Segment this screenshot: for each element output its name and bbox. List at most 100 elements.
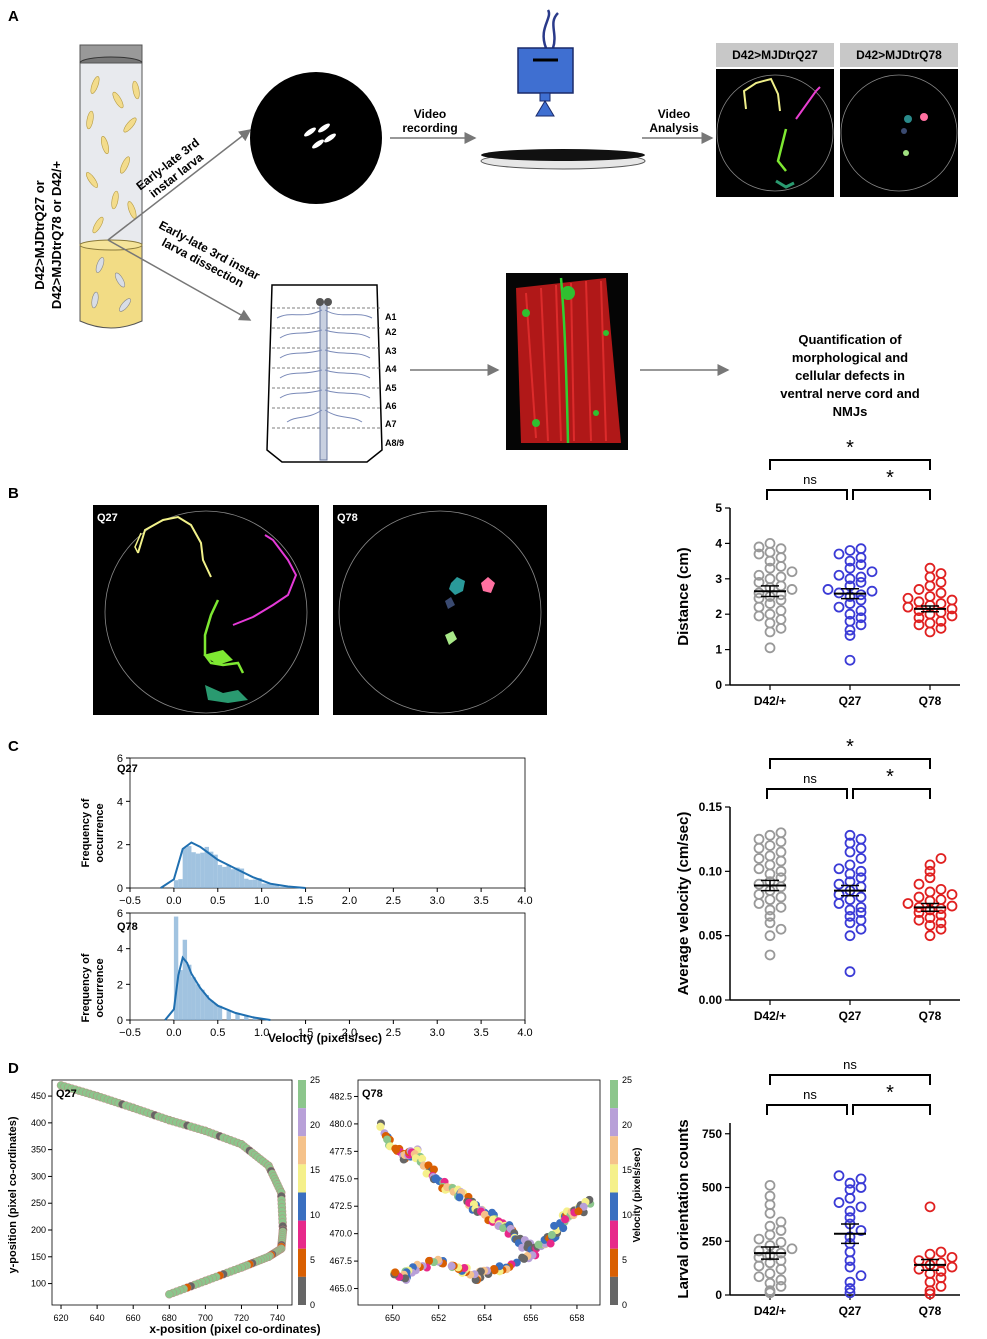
hist-bar: [235, 1013, 240, 1020]
data-point: [924, 930, 936, 942]
scatter-y-tick-label: 482.5: [329, 1091, 352, 1101]
data-point: [786, 566, 798, 578]
hist-bar: [200, 852, 205, 888]
scatter-x-tick-label: 620: [54, 1313, 69, 1323]
data-point: [855, 612, 867, 624]
data-point: [946, 594, 958, 606]
panel-label-a: A: [8, 8, 19, 25]
data-point: [844, 562, 856, 574]
scatter-x-tick-label: 652: [431, 1313, 446, 1323]
position-scatter-plots: 620 640 660 680 700 720 7401001502002503003504…: [7, 1075, 643, 1336]
data-point: [935, 622, 947, 634]
x-tick-label: Q27: [839, 1304, 862, 1318]
colorbar-segment: [610, 1108, 618, 1137]
quantification-text: Quantification of morphological and cell…: [780, 332, 919, 419]
colorbar-tick-label: 15: [310, 1165, 320, 1175]
scatter-q78-label: Q78: [362, 1088, 383, 1100]
data-point: [764, 829, 776, 841]
hist-bar: [182, 847, 188, 888]
video-recording-label-1: Video: [414, 107, 446, 121]
segment-a8-9: A8/9: [385, 438, 404, 448]
hist-bar: [191, 977, 196, 1020]
data-point: [764, 608, 776, 620]
data-point: [844, 1246, 856, 1258]
significance-bracket: [766, 1104, 848, 1115]
data-point: [775, 1225, 787, 1236]
significance-label: ns: [803, 771, 817, 786]
quant-line-2: morphological and: [792, 350, 908, 365]
significance-label: *: [886, 1082, 894, 1104]
data-point: [775, 1216, 787, 1228]
hist-ylabel-bottom-2: occurrence: [94, 958, 106, 1017]
data-point: [764, 642, 776, 654]
data-point: [935, 923, 947, 935]
hist-q27-label: Q27: [117, 763, 138, 775]
data-point: [822, 584, 834, 595]
hist-ylabel-top-1: Frequency of: [80, 798, 92, 867]
trajectory-point: [424, 1161, 433, 1170]
panel-label-b: B: [8, 485, 19, 502]
scatter-y-tick-label: 465.0: [329, 1284, 352, 1294]
larva-dissection-diagram: A1 A2 A3 A4 A5 A6 A7 A8/9: [266, 284, 404, 463]
video-recording-label-2: recording: [402, 121, 457, 135]
data-point: [935, 1265, 947, 1277]
scatter-ylabel: y-position (pixel co-ordinates): [7, 1116, 19, 1273]
data-point: [913, 891, 925, 903]
data-point: [753, 863, 765, 875]
data-point: [913, 596, 925, 608]
data-point: [833, 863, 845, 875]
colorbar-tick-label: 20: [310, 1120, 320, 1130]
data-point: [855, 576, 867, 588]
data-point: [833, 1170, 845, 1182]
data-point: [775, 865, 787, 877]
hist-bar: [230, 869, 236, 888]
data-point: [775, 1280, 787, 1292]
x-tick-label: Q78: [919, 694, 942, 708]
y-tick-label: 2: [715, 607, 722, 621]
scatter-y-tick-label: 472.5: [329, 1201, 352, 1211]
data-point: [775, 1263, 787, 1275]
data-point: [855, 559, 867, 571]
data-point: [902, 898, 914, 909]
y-tick-label: 1: [715, 643, 722, 657]
data-point: [775, 552, 787, 563]
data-point: [924, 1248, 936, 1260]
significance-label: *: [846, 736, 854, 758]
colorbar-segment: [610, 1080, 618, 1109]
hist-bar: [182, 939, 188, 1020]
segment-a3: A3: [385, 346, 397, 356]
data-point: [855, 1182, 867, 1193]
trajectory-point: [546, 1239, 555, 1248]
data-point: [753, 601, 765, 613]
data-point: [775, 846, 787, 858]
y-tick-label: 4: [715, 536, 722, 550]
colorbar-tick-label: 25: [310, 1075, 320, 1085]
x-tick-label: Q27: [839, 1009, 862, 1023]
hist-x-tick-label: 0.5: [210, 1027, 225, 1039]
hist-bar: [173, 916, 179, 1020]
hist-y-tick-label: 2: [117, 979, 123, 991]
data-point: [913, 612, 925, 624]
y-tick-label: 250: [702, 1234, 722, 1248]
data-point: [764, 949, 776, 961]
data-point: [764, 917, 776, 929]
data-point: [753, 569, 765, 581]
scatter-x-tick-label: 720: [234, 1313, 249, 1323]
y-axis-label: Average velocity (cm/sec): [675, 812, 692, 996]
data-point: [753, 853, 765, 864]
data-point: [764, 1199, 776, 1211]
trajectory-point: [534, 1240, 543, 1249]
scatter-y-tick-label: 467.5: [329, 1256, 352, 1266]
data-point: [833, 569, 845, 581]
hist-x-tick-label: 1.0: [254, 895, 269, 907]
data-point: [764, 910, 776, 922]
y-tick-label: 750: [702, 1127, 722, 1141]
hist-bar: [257, 878, 262, 888]
panel-label-c: C: [8, 738, 19, 755]
data-point: [833, 878, 845, 890]
hist-xlabel: Velocity (pixels/sec): [268, 1031, 382, 1045]
dotplot-distance: 0 1 2 3 4 5 Distance (cm) D42/+ Q27 Q78 * ns *: [675, 440, 960, 708]
camera-setup: [480, 9, 646, 170]
x-tick-label: D42/+: [754, 1304, 786, 1318]
data-point: [775, 891, 787, 903]
